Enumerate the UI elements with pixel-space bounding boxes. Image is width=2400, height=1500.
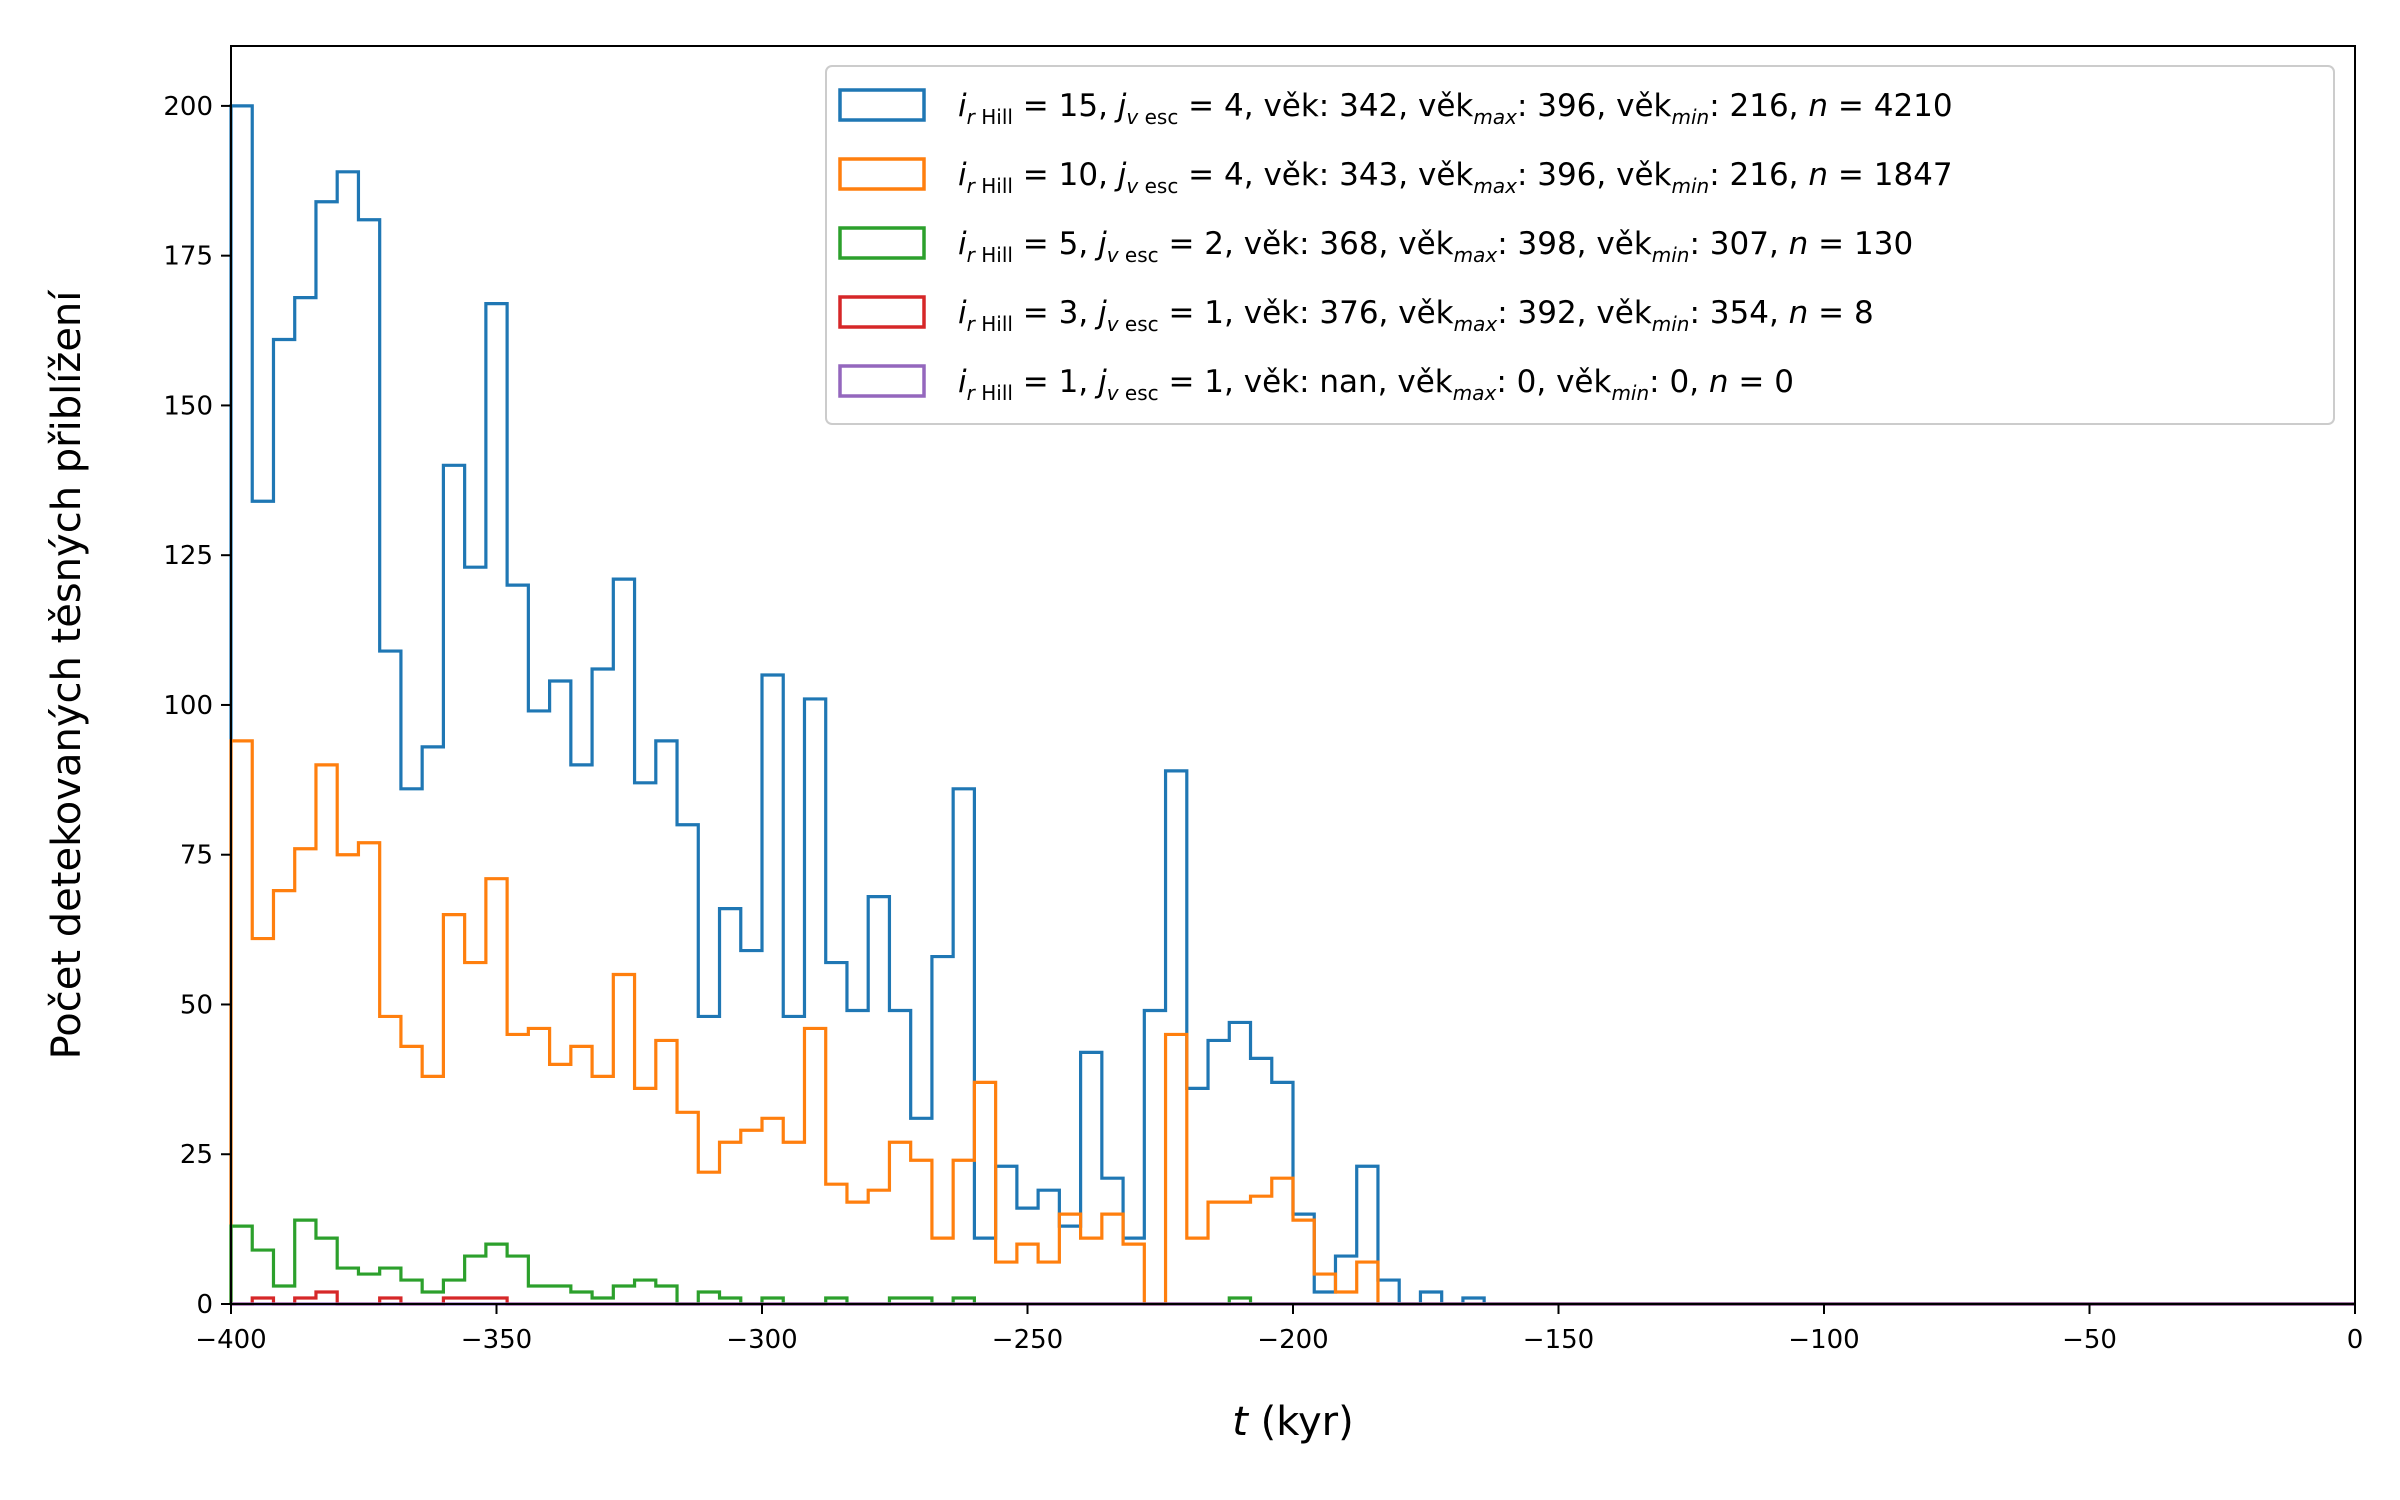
legend-swatch (838, 226, 926, 260)
y-tick-label: 100 (163, 691, 213, 721)
x-tick-label: −50 (2062, 1325, 2117, 1355)
x-tick-label: −150 (1523, 1325, 1594, 1355)
legend-entry-label: ir Hill = 5, jv esc = 2, věk: 368, věkma… (958, 226, 1913, 267)
legend-swatch (838, 88, 926, 122)
y-tick-label: 25 (180, 1140, 213, 1170)
x-axis: −400 −350 −300 −250 −200 −150 −100 −50 0 (195, 1304, 2363, 1355)
y-tick-label: 0 (196, 1290, 213, 1320)
x-tick-label: −100 (1788, 1325, 1859, 1355)
x-tick-label: −300 (726, 1325, 797, 1355)
legend-entry-label: ir Hill = 3, jv esc = 1, věk: 376, věkma… (958, 295, 1874, 336)
y-tick-label: 50 (180, 990, 213, 1020)
legend-entry-label: ir Hill = 1, jv esc = 1, věk: nan, věkma… (958, 364, 1794, 405)
y-tick-label: 175 (163, 242, 213, 272)
y-axis: 0 25 50 75 100 125 150 175 200 (163, 92, 231, 1320)
y-tick-label: 150 (163, 391, 213, 421)
legend-box (825, 65, 2335, 425)
legend-entry-label: ir Hill = 15, jv esc = 4, věk: 342, věkm… (958, 88, 1953, 129)
x-tick-label: −200 (1257, 1325, 1328, 1355)
x-tick-label: 0 (2347, 1325, 2364, 1355)
y-tick-label: 75 (180, 841, 213, 871)
legend: ir Hill = 15, jv esc = 4, věk: 342, věkm… (825, 65, 2335, 425)
x-axis-label: t (kyr) (1232, 1399, 1353, 1445)
y-tick-label: 125 (163, 541, 213, 571)
series-4-step (231, 1290, 2355, 1306)
x-tick-label: −250 (992, 1325, 1063, 1355)
legend-entry-label: ir Hill = 10, jv esc = 4, věk: 343, věkm… (958, 157, 1953, 198)
legend-swatch (838, 295, 926, 329)
series-2-step (229, 739, 2355, 1306)
y-axis-label: Počet detekovaných těsných přiblížení (44, 289, 90, 1060)
series-3-step (229, 1218, 2355, 1306)
y-tick-label: 200 (163, 92, 213, 122)
x-tick-label: −400 (195, 1325, 266, 1355)
x-tick-label: −350 (461, 1325, 532, 1355)
legend-swatch (838, 157, 926, 191)
legend-swatch (838, 364, 926, 398)
